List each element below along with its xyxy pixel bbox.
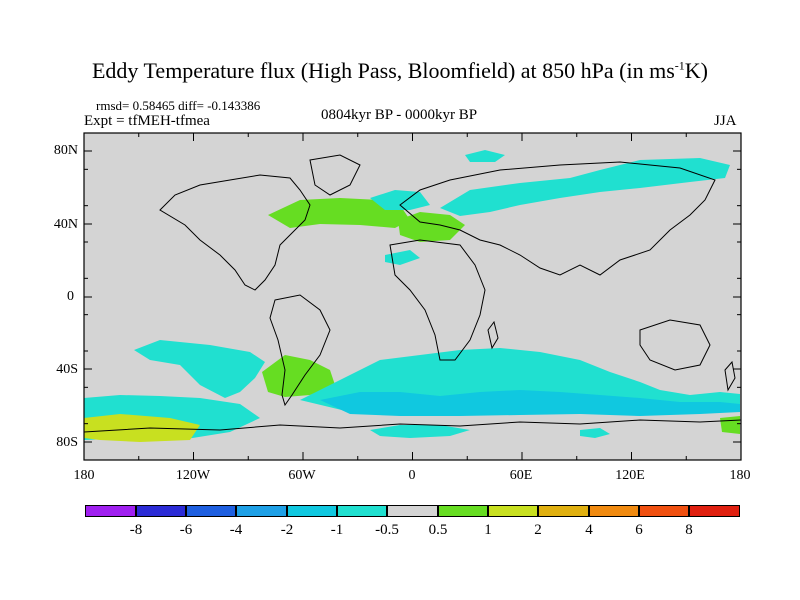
coastline-eurasia xyxy=(399,161,716,276)
experiment-label: Expt = tfMEH-tfmea xyxy=(84,113,210,129)
colorbar-swatch xyxy=(136,505,186,517)
flux-region-s-pacific xyxy=(134,340,265,398)
y-tick-label: 80N xyxy=(53,143,78,158)
flux-region-arctic-patch xyxy=(465,150,505,162)
x-tick-label: 60W xyxy=(288,468,316,483)
coastline-madagascar xyxy=(487,320,499,350)
x-tick-label: 0 xyxy=(408,468,416,483)
colorbar-swatch xyxy=(186,505,236,517)
colorbar-swatch xyxy=(488,505,538,517)
colorbar-swatch xyxy=(639,505,689,517)
colorbar-label: 8 xyxy=(685,522,693,538)
stats-label: rmsd= 0.58465 diff= -0.143386 xyxy=(96,98,261,113)
flux-anomaly-field xyxy=(84,150,740,442)
axis-tick-marks xyxy=(83,132,742,461)
colorbar-swatch xyxy=(287,505,337,517)
colorbar-label: 4 xyxy=(585,522,593,538)
flux-region-n-atlantic xyxy=(268,198,410,228)
flux-region-southern-ocean-strong xyxy=(320,390,740,416)
flux-region-s-america xyxy=(262,355,335,397)
flux-region-ross-patch xyxy=(720,416,740,434)
y-tick-label: 40N xyxy=(53,217,78,232)
coastline-australia xyxy=(639,319,711,371)
y-tick-label: 0 xyxy=(67,289,74,304)
coastline-north-america xyxy=(159,174,311,291)
colorbar-swatch xyxy=(387,505,438,517)
season-label: JJA xyxy=(714,113,737,129)
coastline-south-america xyxy=(269,294,331,407)
colorbar-swatch xyxy=(337,505,387,517)
colorbar-swatch xyxy=(236,505,287,517)
x-tick-label: 180 xyxy=(729,468,751,483)
x-tick-label: 60E xyxy=(509,468,533,483)
colorbar-label: 2 xyxy=(534,522,542,538)
period-label: 0804kyr BP - 0000kyr BP xyxy=(321,107,478,123)
colorbar-label: -1 xyxy=(330,522,344,538)
flux-region-n-africa xyxy=(385,250,420,265)
coastlines xyxy=(83,154,742,433)
coastline-greenland xyxy=(309,154,361,196)
colorbar-swatch xyxy=(538,505,589,517)
colorbar-swatch xyxy=(589,505,639,517)
flux-region-w-europe xyxy=(370,190,430,210)
coastline-antarctica xyxy=(83,419,742,433)
coastline-africa xyxy=(389,239,486,361)
flux-region-weddell xyxy=(370,425,470,438)
flux-region-arctic-eurasia xyxy=(440,158,730,216)
colorbar-label: -2 xyxy=(280,522,294,538)
coastline-new-zealand xyxy=(724,360,736,392)
colorbar-swatch xyxy=(438,505,488,517)
colorbar-label: 6 xyxy=(635,522,643,538)
colorbar-swatch xyxy=(85,505,136,517)
colorbar-label: 0.5 xyxy=(428,522,448,538)
y-tick-label: 40S xyxy=(56,362,78,377)
colorbar-label: -8 xyxy=(129,522,143,538)
colorbar-swatch xyxy=(689,505,740,517)
flux-region-indian-patch xyxy=(580,428,610,438)
figure-title: Eddy Temperature flux (High Pass, Bloomf… xyxy=(91,58,708,83)
colorbar-label: -0.5 xyxy=(375,522,399,538)
flux-region-mediterranean xyxy=(398,212,465,242)
x-tick-label: 120W xyxy=(175,468,211,483)
colorbar-label: 1 xyxy=(484,522,492,538)
y-tick-label: 80S xyxy=(56,435,78,450)
x-tick-label: 180 xyxy=(73,468,95,483)
colorbar-label: -4 xyxy=(229,522,243,538)
colorbar-label: -6 xyxy=(179,522,193,538)
x-tick-label: 120E xyxy=(615,468,645,483)
